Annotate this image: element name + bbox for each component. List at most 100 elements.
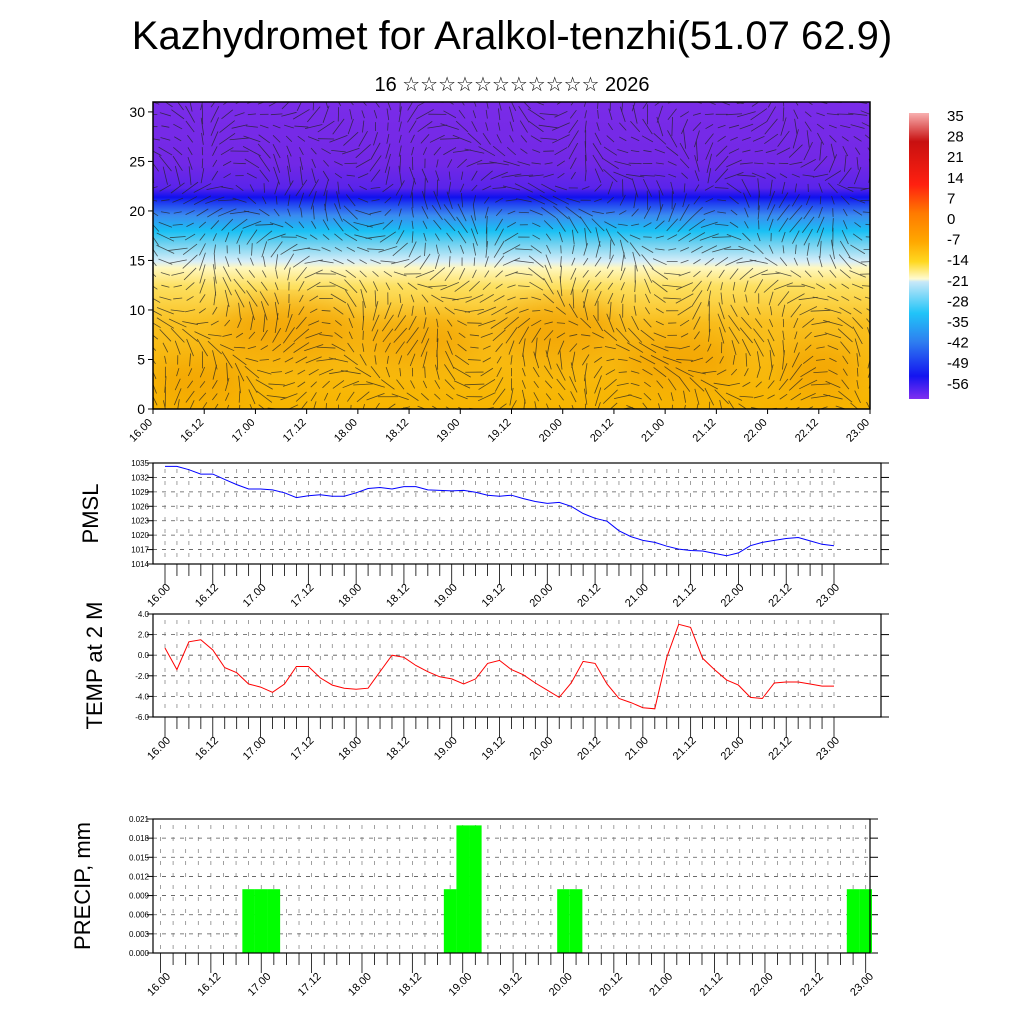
wind-vector: [559, 265, 562, 283]
wind-vector: [835, 405, 847, 409]
wind-vector: [513, 260, 534, 264]
wind-vector: [330, 293, 347, 304]
wind-vector: [515, 272, 533, 276]
wind-vector: [356, 391, 370, 403]
x-tick-label: 23.00: [814, 735, 842, 763]
wind-vector: [658, 403, 661, 409]
wind-vector: [714, 155, 729, 171]
wind-vector: [501, 173, 522, 178]
wind-vector: [528, 120, 544, 133]
wind-vector: [744, 280, 749, 292]
wind-vector: [446, 191, 453, 210]
wind-vector: [323, 392, 329, 401]
wind-vector: [708, 401, 711, 409]
wind-vector: [482, 345, 491, 350]
wind-vector: [554, 185, 568, 191]
wind-vector: [325, 403, 327, 409]
wind-vector: [556, 378, 566, 391]
wind-vector: [344, 279, 358, 294]
precip-bar: [569, 889, 583, 953]
wind-vector: [259, 359, 269, 361]
wind-vector: [853, 167, 862, 185]
wind-vector: [158, 221, 173, 228]
wind-vector: [214, 403, 219, 409]
wind-vector: [806, 257, 810, 266]
wind-vector: [436, 159, 439, 168]
wind-vector: [193, 183, 212, 193]
y-tick-label: 4.0: [138, 610, 150, 619]
wind-vector: [263, 314, 266, 333]
wind-vector: [766, 106, 776, 123]
wind-vector: [681, 172, 688, 179]
wind-vector: [347, 303, 355, 319]
wind-vector: [257, 102, 266, 105]
wind-vector: [269, 222, 284, 228]
wind-vector: [343, 354, 358, 366]
wind-vector: [476, 162, 497, 165]
wind-vector: [432, 405, 439, 409]
y-tick-label: 20: [129, 203, 145, 219]
wind-vector: [225, 304, 229, 317]
wind-vector: [308, 179, 319, 197]
wind-vector: [511, 102, 517, 112]
wind-vector: [308, 320, 320, 326]
wind-vector: [581, 279, 590, 293]
wind-vector: [185, 105, 196, 123]
warm-core: [780, 344, 860, 396]
wind-vector: [800, 367, 817, 378]
wind-vector: [683, 390, 687, 403]
wind-vector: [667, 378, 677, 391]
wind-vector: [212, 159, 218, 168]
wind-vector: [583, 243, 588, 256]
wind-vector: [677, 217, 692, 233]
wind-vector: [424, 366, 426, 378]
wind-vector: [804, 270, 812, 278]
wind-vector: [258, 404, 265, 409]
wind-vector: [416, 109, 434, 120]
wind-vector: [641, 254, 654, 270]
wind-vector: [603, 146, 618, 156]
wind-vector: [470, 215, 479, 235]
wind-vector: [725, 392, 743, 401]
wind-vector: [607, 269, 614, 279]
wind-vector: [838, 390, 853, 403]
wind-vector: [630, 382, 640, 386]
wind-vector: [453, 366, 471, 378]
chart-subtitle: 16 ☆☆☆☆☆☆☆☆☆☆☆ 2026: [374, 74, 650, 96]
wind-vector: [468, 280, 480, 292]
wind-vector: [176, 368, 180, 377]
wind-vector: [421, 294, 429, 303]
wind-vector: [753, 328, 765, 343]
wind-vector: [198, 308, 206, 314]
x-tick-label: 16.00: [145, 735, 173, 763]
wind-vector: [690, 206, 703, 219]
x-tick-label: 23.00: [814, 582, 842, 610]
wind-vector: [395, 341, 405, 354]
wind-vector: [299, 166, 303, 185]
wind-vector: [781, 181, 786, 195]
wind-vector: [242, 220, 262, 229]
wind-vector: [171, 109, 185, 120]
wind-vector: [581, 345, 590, 350]
wind-vector: [848, 112, 868, 116]
wind-vector: [790, 304, 802, 318]
wind-vector: [559, 231, 563, 243]
wind-vector: [274, 181, 279, 195]
wind-vector: [182, 321, 198, 325]
wind-vector: [246, 229, 258, 245]
wind-vector: [543, 365, 554, 379]
wind-vector: [493, 240, 505, 258]
wind-vector: [545, 254, 552, 269]
wind-vector: [153, 138, 160, 141]
wind-vectors: [153, 102, 870, 409]
wind-vector: [802, 355, 814, 364]
wind-vector: [219, 344, 235, 352]
wind-vector: [173, 211, 182, 214]
colorbar-label: 28: [947, 129, 964, 146]
wind-vector: [429, 134, 445, 143]
wind-vector: [181, 181, 199, 195]
wind-vector: [597, 402, 601, 409]
wind-vector: [379, 231, 396, 243]
wind-vector: [372, 329, 379, 342]
wind-vector: [248, 269, 256, 278]
